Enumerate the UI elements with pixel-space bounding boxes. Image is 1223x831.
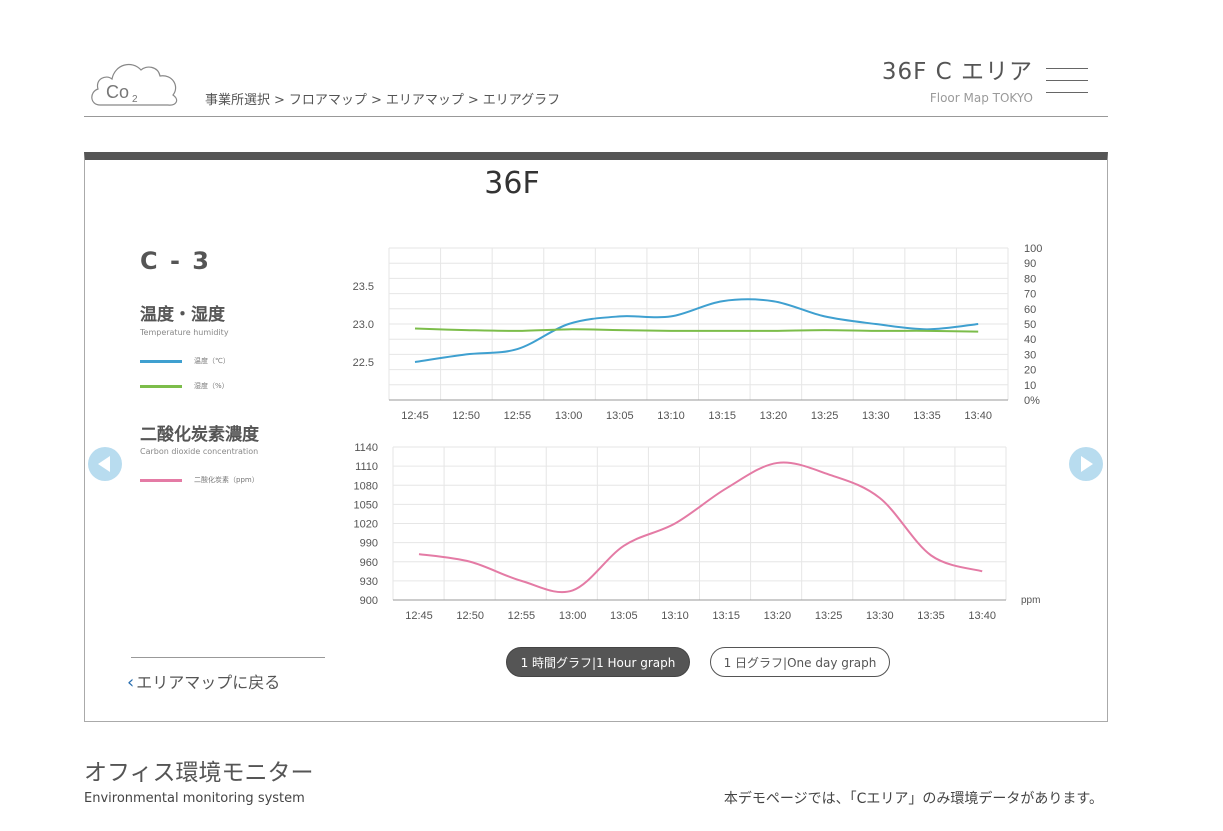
legend-label-co2: 二酸化炭素（ppm） [194,476,259,484]
legend-label-temperature: 温度（℃） [194,357,230,365]
graph-panel [84,152,1108,722]
back-link-label: エリアマップに戻る [136,673,281,692]
legend-co2: 二酸化炭素（ppm） [140,475,259,487]
legend-label-humidity: 湿度（%） [194,382,229,390]
legend-temperature: 温度（℃） [140,356,230,368]
breadcrumb: 事業所選択 > フロアマップ > エリアマップ > エリアグラフ [205,89,560,108]
co2-cloud-logo[interactable]: Co 2 [88,52,180,110]
co2-heading: 二酸化炭素濃度 [140,425,259,445]
back-link-divider [131,657,325,658]
header-divider [84,116,1108,117]
area-title: 36F C エリア [881,59,1033,85]
temp-humidity-heading: 温度・湿度 [140,305,225,325]
breadcrumb-separator: > [274,93,285,108]
chevron-left-icon: ‹ [127,672,135,693]
area-subtitle: Floor Map TOKYO [929,91,1033,105]
footer-note: 本デモページでは、「Cエリア」のみ環境データがあります。 [723,791,1103,807]
footer-title: オフィス環境モニター [84,760,314,786]
arrow-left-icon [98,456,110,472]
next-area-button[interactable] [1069,447,1103,481]
legend-swatch-humidity [140,384,182,388]
logo-text: Co [106,82,129,102]
legend-humidity: 湿度（%） [140,381,229,393]
footer-subtitle: Environmental monitoring system [84,791,305,806]
breadcrumb-area-graph: エリアグラフ [482,93,561,108]
breadcrumb-area-map[interactable]: エリアマップ [385,93,464,108]
breadcrumb-separator: > [467,93,479,108]
legend-swatch-temperature [140,359,182,363]
temp-humidity-subheading: Temperature humidity [140,328,229,337]
hamburger-menu-icon[interactable] [1046,66,1088,94]
breadcrumb-separator: > [370,93,382,108]
legend-swatch-co2 [140,478,182,482]
one-day-graph-button[interactable]: 1 日グラフ|One day graph [710,647,890,677]
back-to-area-map-link[interactable]: ‹ エリアマップに戻る [127,669,280,693]
logo-subscript: 2 [132,94,138,105]
breadcrumb-office-select[interactable]: 事業所選択 [205,93,271,108]
one-hour-graph-button[interactable]: 1 時間グラフ|1 Hour graph [506,647,690,677]
breadcrumb-floor-map[interactable]: フロアマップ [288,93,367,108]
arrow-right-icon [1081,456,1093,472]
prev-area-button[interactable] [88,447,122,481]
co2-subheading: Carbon dioxide concentration [140,447,259,456]
floor-title: 36F [484,166,540,201]
section-id: C - 3 [140,247,211,275]
